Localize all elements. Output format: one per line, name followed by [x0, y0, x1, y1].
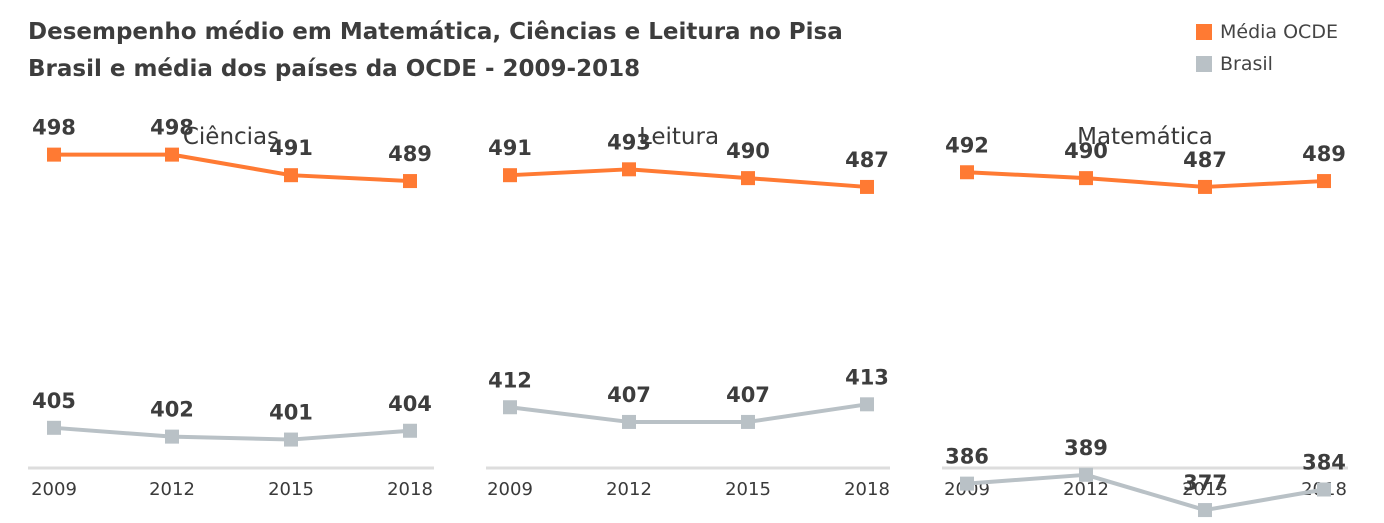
- data-label-ciencias-brasil-2018: 404: [388, 392, 432, 416]
- x-tick-label-ciencias-2009: 2009: [31, 479, 77, 500]
- data-point-ciencias-brasil-2015: [284, 432, 298, 447]
- data-label-matematica-media-ocde-2015: 487: [1183, 148, 1227, 172]
- data-point-matematica-brasil-2018: [1317, 482, 1331, 497]
- data-point-matematica-brasil-2015: [1198, 503, 1212, 518]
- data-label-leitura-brasil-2018: 413: [845, 365, 889, 389]
- series-line-ciencias-brasil: [53, 425, 411, 442]
- data-point-matematica-brasil-2012: [1079, 467, 1093, 482]
- data-point-ciencias-media-ocde-2009: [47, 147, 61, 162]
- data-point-ciencias-brasil-2009: [47, 420, 61, 435]
- data-label-matematica-media-ocde-2018: 489: [1302, 142, 1346, 166]
- chart-title: Desempenho médio em Matemática, Ciências…: [28, 14, 843, 88]
- x-tick-label-matematica-2012: 2012: [1063, 479, 1109, 500]
- data-label-matematica-media-ocde-2009: 492: [945, 133, 989, 157]
- data-point-leitura-brasil-2012: [622, 414, 636, 429]
- data-point-matematica-media-ocde-2012: [1079, 171, 1093, 186]
- data-point-matematica-media-ocde-2018: [1317, 174, 1331, 189]
- panel-title-ciencias: Ciências: [183, 124, 279, 150]
- title-line-2: Brasil e média dos países da OCDE - 2009…: [28, 56, 641, 82]
- data-label-ciencias-media-ocde-2009: 498: [32, 116, 76, 140]
- legend-item-brasil: Brasil: [1196, 48, 1338, 80]
- data-point-leitura-media-ocde-2015: [741, 171, 755, 186]
- data-point-leitura-brasil-2015: [741, 414, 755, 429]
- series-line-leitura-brasil: [509, 402, 868, 424]
- panel-title-leitura: Leitura: [639, 124, 719, 150]
- x-tick-label-leitura-2012: 2012: [606, 479, 652, 500]
- series-line-ciencias-media-ocde: [54, 152, 411, 184]
- data-point-matematica-media-ocde-2015: [1198, 179, 1212, 194]
- data-label-matematica-media-ocde-2012: 490: [1064, 139, 1108, 163]
- data-point-leitura-media-ocde-2018: [860, 179, 874, 194]
- data-label-ciencias-media-ocde-2015: 491: [269, 136, 313, 160]
- x-tick-label-ciencias-2018: 2018: [387, 479, 433, 500]
- data-label-leitura-media-ocde-2018: 487: [845, 148, 889, 172]
- data-point-ciencias-brasil-2018: [403, 423, 417, 438]
- data-label-ciencias-media-ocde-2018: 489: [388, 142, 432, 166]
- data-label-leitura-brasil-2009: 412: [488, 368, 532, 392]
- data-point-ciencias-media-ocde-2012: [165, 147, 179, 162]
- data-label-ciencias-brasil-2015: 401: [269, 401, 313, 425]
- data-label-matematica-brasil-2018: 384: [1302, 451, 1346, 475]
- legend-swatch-media-ocde: [1196, 24, 1212, 40]
- data-label-ciencias-brasil-2009: 405: [32, 389, 76, 413]
- x-tick-label-leitura-2009: 2009: [487, 479, 533, 500]
- panel-title-matematica: Matemática: [1077, 124, 1213, 150]
- x-tick-label-matematica-2015: 2015: [1182, 479, 1228, 500]
- title-line-1: Desempenho médio em Matemática, Ciências…: [28, 19, 843, 45]
- data-label-leitura-brasil-2012: 407: [607, 383, 651, 407]
- legend-item-media-ocde: Média OCDE: [1196, 16, 1338, 48]
- x-tick-label-ciencias-2012: 2012: [149, 479, 195, 500]
- data-label-matematica-brasil-2012: 389: [1064, 436, 1108, 460]
- series-line-matematica-brasil: [966, 472, 1325, 513]
- data-point-ciencias-media-ocde-2015: [284, 168, 298, 183]
- data-label-leitura-media-ocde-2009: 491: [488, 136, 532, 160]
- data-label-ciencias-media-ocde-2012: 498: [150, 116, 194, 140]
- data-label-leitura-media-ocde-2012: 493: [607, 130, 651, 154]
- legend-label-media-ocde: Média OCDE: [1220, 21, 1338, 43]
- data-label-matematica-brasil-2015: 377: [1183, 471, 1227, 495]
- data-point-matematica-media-ocde-2009: [960, 165, 974, 180]
- x-tick-label-ciencias-2015: 2015: [268, 479, 314, 500]
- data-label-matematica-brasil-2009: 386: [945, 445, 989, 469]
- data-label-leitura-brasil-2015: 407: [726, 383, 770, 407]
- series-line-leitura-media-ocde: [509, 167, 868, 189]
- series-line-matematica-media-ocde: [966, 170, 1325, 189]
- data-point-leitura-brasil-2009: [503, 400, 517, 415]
- data-label-leitura-media-ocde-2015: 490: [726, 139, 770, 163]
- x-tick-label-leitura-2015: 2015: [725, 479, 771, 500]
- data-point-matematica-brasil-2009: [960, 476, 974, 491]
- data-point-ciencias-media-ocde-2018: [403, 174, 417, 189]
- data-point-ciencias-brasil-2012: [165, 429, 179, 444]
- x-tick-label-leitura-2018: 2018: [844, 479, 890, 500]
- data-point-leitura-media-ocde-2012: [622, 162, 636, 177]
- data-label-ciencias-brasil-2012: 402: [150, 398, 194, 422]
- legend-swatch-brasil: [1196, 56, 1212, 72]
- data-point-leitura-media-ocde-2009: [503, 168, 517, 183]
- data-point-leitura-brasil-2018: [860, 397, 874, 412]
- legend: Média OCDE Brasil: [1196, 16, 1338, 80]
- legend-label-brasil: Brasil: [1220, 53, 1273, 75]
